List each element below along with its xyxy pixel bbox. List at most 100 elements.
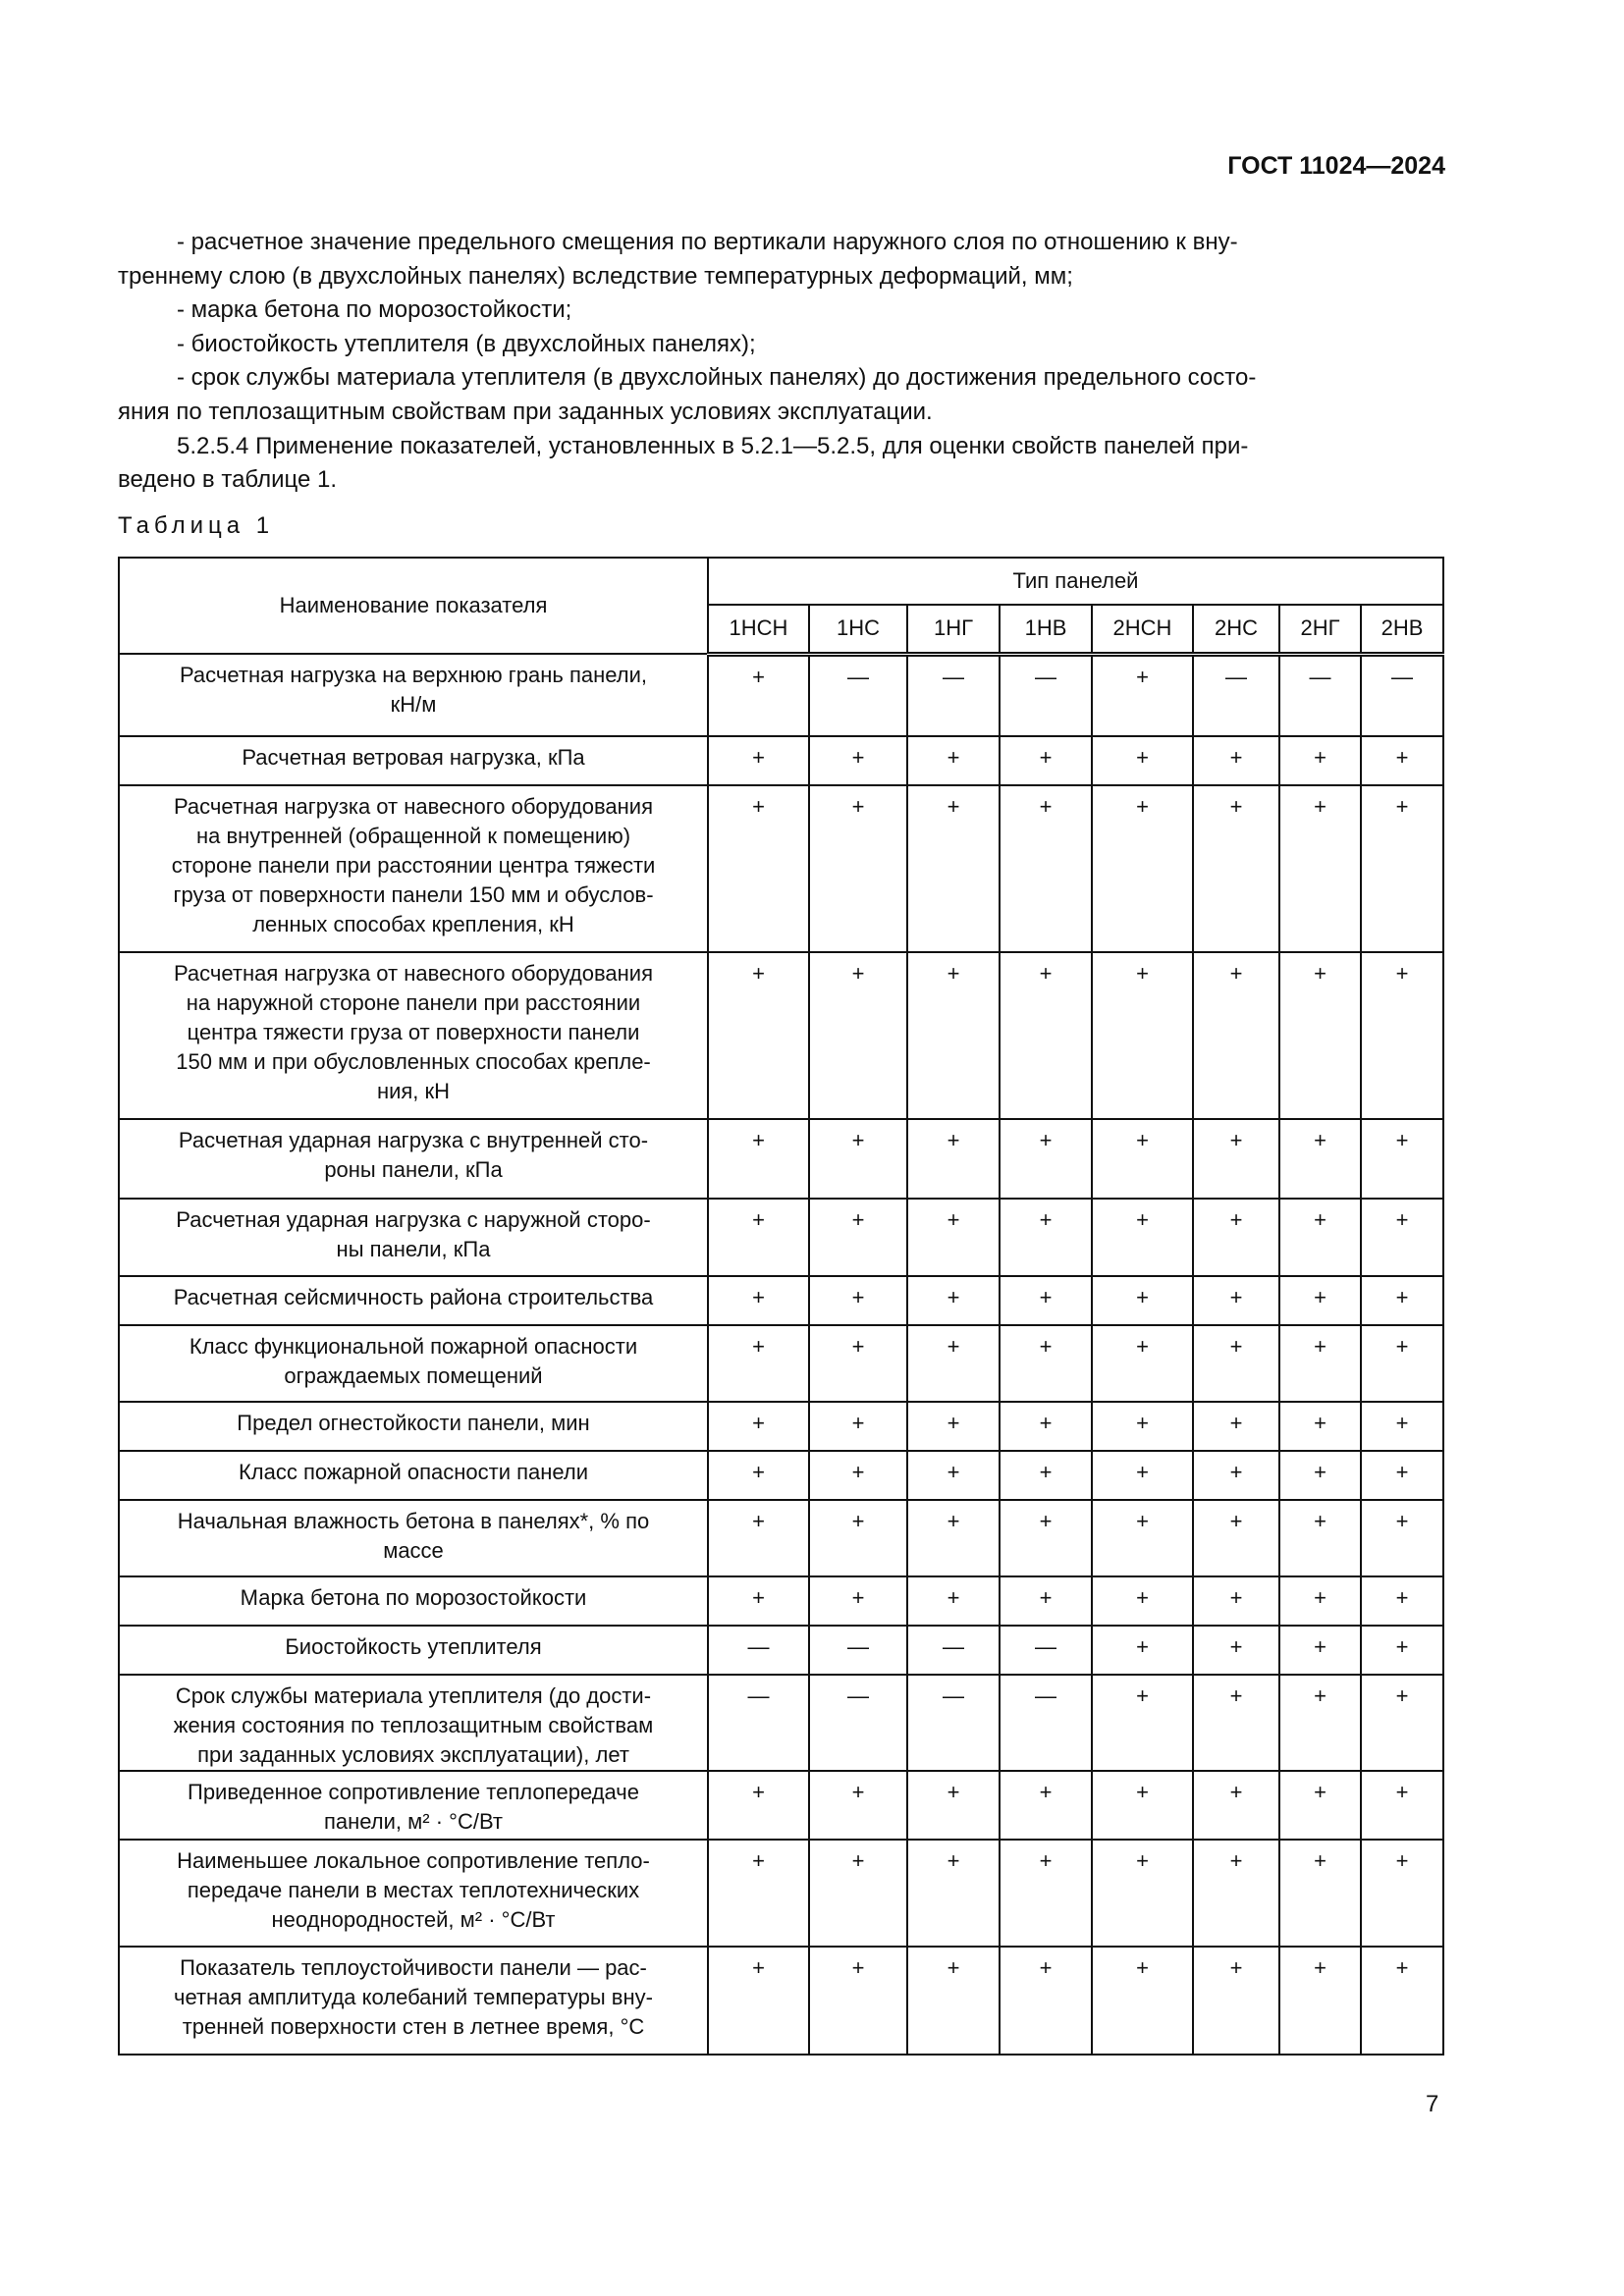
applicability-cell: + <box>999 1324 1093 1403</box>
applicability-cell: + <box>707 784 810 953</box>
applicability-cell: + <box>1192 1450 1280 1501</box>
applicability-cell: + <box>1360 1450 1444 1501</box>
applicability-cell: + <box>1278 951 1362 1120</box>
applicability-cell: + <box>1192 1839 1280 1948</box>
applicability-cell: + <box>1091 1499 1194 1577</box>
paragraph: 5.2.5.4 Применение показателей, установл… <box>118 432 1249 494</box>
applicability-cell: + <box>1192 1625 1280 1676</box>
table-row: Предел огнестойкости панели, мин + + + + + + + + <box>118 1401 1444 1452</box>
applicability-cell: + <box>1091 1946 1194 2056</box>
applicability-cell: + <box>808 1118 908 1200</box>
indicator-name: Предел огнестойкости панели, мин <box>118 1401 709 1452</box>
applicability-cell: + <box>999 1946 1093 2056</box>
header-type-1: 1НС <box>808 604 908 657</box>
applicability-cell: + <box>1091 784 1194 953</box>
applicability-cell: + <box>1278 1625 1362 1676</box>
applicability-cell: + <box>808 1324 908 1403</box>
applicability-cell: + <box>808 1499 908 1577</box>
applicability-cell: + <box>1192 1324 1280 1403</box>
applicability-cell: + <box>808 1275 908 1326</box>
applicability-cell: + <box>1278 784 1362 953</box>
table-row: Приведенное сопротивление теплопередаче … <box>118 1770 1444 1841</box>
applicability-cell: + <box>999 784 1093 953</box>
applicability-cell: + <box>1091 1575 1194 1627</box>
applicability-cell: + <box>1360 1499 1444 1577</box>
applicability-cell: + <box>1192 1499 1280 1577</box>
indicator-name: Биостойкость утеплителя <box>118 1625 709 1676</box>
applicability-cell: + <box>707 1839 810 1948</box>
applicability-cell: — <box>808 653 908 737</box>
applicability-cell: — <box>707 1674 810 1772</box>
table-row: Биостойкость утеплителя — — — — + + + + <box>118 1625 1444 1676</box>
paragraph: - расчетное значение предельного смещени… <box>118 229 1238 290</box>
table-row: Наименьшее локальное сопротивление тепло… <box>118 1839 1444 1948</box>
paragraph: - марка бетона по морозостойкости; <box>177 296 572 324</box>
table-row: Класс пожарной опасности панели + + + + + + + + <box>118 1450 1444 1501</box>
applicability-cell: + <box>906 1118 1001 1200</box>
applicability-cell: + <box>1192 951 1280 1120</box>
applicability-cell: + <box>707 1401 810 1452</box>
header-panel-type: Тип панелей <box>707 557 1444 606</box>
applicability-cell: + <box>808 1401 908 1452</box>
applicability-cell: + <box>906 951 1001 1120</box>
table-caption: Таблица 1 <box>118 512 275 539</box>
table-row: Срок службы материала утеплителя (до дос… <box>118 1674 1444 1772</box>
applicability-cell: + <box>1278 1770 1362 1841</box>
applicability-cell: + <box>707 653 810 737</box>
table-row: Начальная влажность бетона в панелях*, %… <box>118 1499 1444 1577</box>
applicability-cell: + <box>999 1198 1093 1277</box>
applicability-cell: + <box>999 1499 1093 1577</box>
applicability-cell: + <box>999 1450 1093 1501</box>
applicability-cell: — <box>906 1674 1001 1772</box>
applicability-cell: + <box>707 1499 810 1577</box>
indicator-name: Расчетная ударная нагрузка с внутренней … <box>118 1118 709 1200</box>
table-row: Класс функциональной пожарной опасности … <box>118 1324 1444 1403</box>
applicability-cell: + <box>1360 1118 1444 1200</box>
applicability-cell: + <box>808 951 908 1120</box>
applicability-cell: + <box>707 951 810 1120</box>
applicability-cell: + <box>1091 1324 1194 1403</box>
applicability-cell: + <box>906 1499 1001 1577</box>
indicator-name: Приведенное сопротивление теплопередаче … <box>118 1770 709 1841</box>
applicability-cell: + <box>808 784 908 953</box>
applicability-cell: + <box>707 1275 810 1326</box>
applicability-cell: + <box>1278 1118 1362 1200</box>
applicability-cell: + <box>1278 1275 1362 1326</box>
page-number: 7 <box>1426 2091 1439 2117</box>
indicator-name: Расчетная нагрузка на верхнюю грань пане… <box>118 653 709 737</box>
applicability-cell: + <box>906 1575 1001 1627</box>
applicability-cell: + <box>808 1450 908 1501</box>
applicability-cell: — <box>1360 653 1444 737</box>
applicability-cell: + <box>707 1770 810 1841</box>
applicability-cell: + <box>906 1324 1001 1403</box>
indicator-name: Расчетная нагрузка от навесного оборудов… <box>118 784 709 953</box>
applicability-cell: + <box>1278 1450 1362 1501</box>
applicability-cell: + <box>1278 1324 1362 1403</box>
applicability-cell: + <box>707 1118 810 1200</box>
applicability-cell: + <box>906 1770 1001 1841</box>
applicability-cell: + <box>1278 1839 1362 1948</box>
applicability-cell: + <box>1360 735 1444 786</box>
applicability-cell: + <box>1360 1674 1444 1772</box>
header-type-4: 2НСН <box>1091 604 1194 657</box>
applicability-cell: + <box>1278 1401 1362 1452</box>
applicability-cell: + <box>906 1198 1001 1277</box>
applicability-cell: + <box>808 1575 908 1627</box>
applicability-cell: + <box>1360 951 1444 1120</box>
applicability-cell: + <box>707 1575 810 1627</box>
applicability-cell: — <box>1278 653 1362 737</box>
applicability-cell: — <box>999 1674 1093 1772</box>
applicability-cell: + <box>1360 784 1444 953</box>
applicability-cell: + <box>808 1198 908 1277</box>
table-row: Показатель теплоустойчивости панели — ра… <box>118 1946 1444 2056</box>
document-header: ГОСТ 11024—2024 <box>1227 152 1445 180</box>
applicability-cell: + <box>1278 1575 1362 1627</box>
applicability-cell: + <box>906 1401 1001 1452</box>
applicability-cell: + <box>1192 735 1280 786</box>
applicability-cell: + <box>1192 1275 1280 1326</box>
applicability-cell: + <box>906 1839 1001 1948</box>
applicability-cell: — <box>808 1674 908 1772</box>
table-row: Расчетная нагрузка на верхнюю грань пане… <box>118 653 1444 737</box>
applicability-cell: + <box>1192 1674 1280 1772</box>
indicator-name: Срок службы материала утеплителя (до дос… <box>118 1674 709 1772</box>
